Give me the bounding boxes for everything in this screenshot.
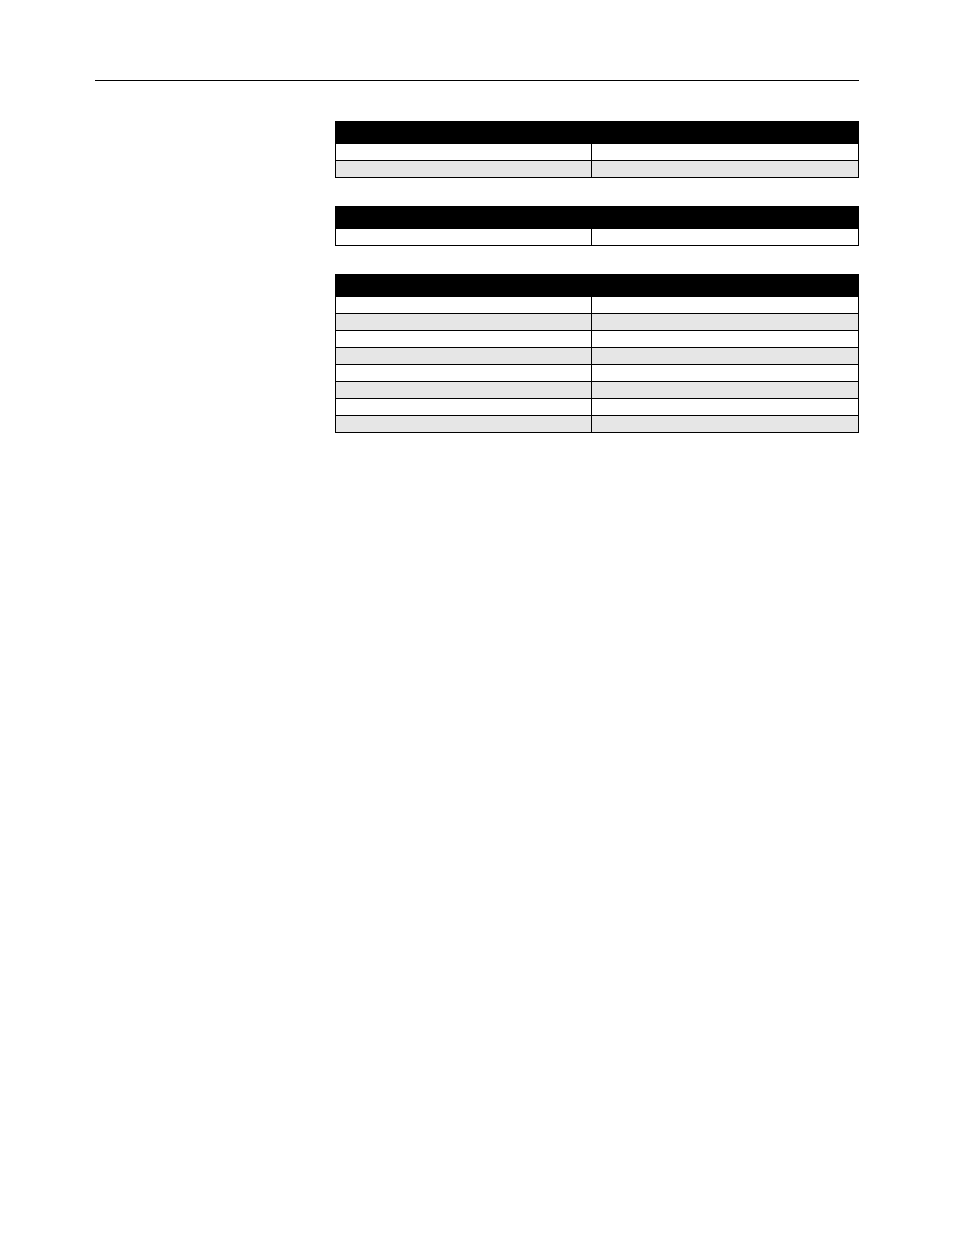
table-cell [592,161,859,178]
table-cell [336,416,592,433]
table-cell [336,365,592,382]
table-row [336,297,859,314]
table-cell [592,297,859,314]
section-1 [335,121,859,178]
table-row [336,331,859,348]
table-row [336,382,859,399]
table-cell [592,382,859,399]
table-cell [336,382,592,399]
table-3-col-1 [592,275,859,297]
table-row [336,416,859,433]
table-cell [336,229,592,246]
table-cell [592,331,859,348]
section-3 [335,274,859,433]
table-1-col-1 [592,122,859,144]
table-2-col-1 [592,207,859,229]
table-row [336,314,859,331]
table-1 [335,121,859,178]
table-cell [336,314,592,331]
table-cell [592,399,859,416]
table-2 [335,206,859,246]
table-cell [592,416,859,433]
table-cell [336,144,592,161]
table-row [336,365,859,382]
table-cell [336,297,592,314]
table-cell [336,331,592,348]
header-rule [95,80,859,81]
table-row [336,161,859,178]
section-2 [335,206,859,246]
table-cell [336,348,592,365]
table-row [336,229,859,246]
table-1-col-0 [336,122,592,144]
table-row [336,144,859,161]
table-row [336,348,859,365]
table-cell [592,144,859,161]
table-cell [592,229,859,246]
table-row [336,399,859,416]
table-3-col-0 [336,275,592,297]
table-2-col-0 [336,207,592,229]
table-cell [336,399,592,416]
table-cell [592,314,859,331]
table-3 [335,274,859,433]
table-cell [592,348,859,365]
table-cell [592,365,859,382]
table-cell [336,161,592,178]
